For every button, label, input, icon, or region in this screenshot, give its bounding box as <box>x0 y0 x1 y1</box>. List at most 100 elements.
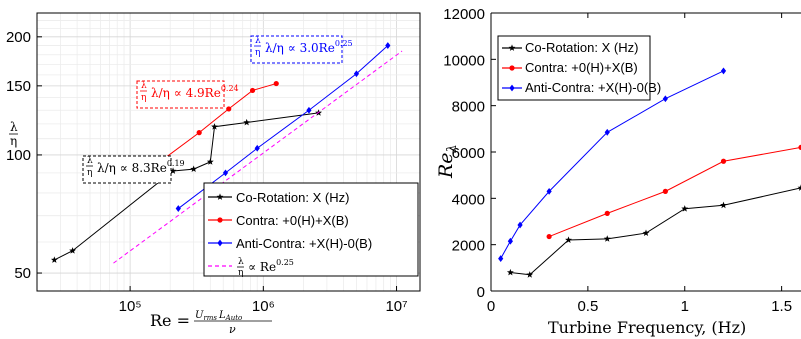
series-line <box>510 187 801 276</box>
annotation-contra-fit: λ η λ/η ∝ 4.9Re0.24 <box>136 80 239 109</box>
annotation-frac-num: λ <box>141 81 147 91</box>
annotation-frac-den: η <box>87 168 92 178</box>
y-tick-label: 12000 <box>443 6 485 23</box>
data-point <box>226 106 232 112</box>
data-point <box>604 210 610 216</box>
legend-text: ∝ Re0.25 <box>248 258 294 274</box>
data-point <box>385 42 391 49</box>
data-point <box>798 144 801 150</box>
annotation-text: λ/η ∝ 4.9Re0.24 <box>151 84 239 100</box>
data-point <box>603 235 611 242</box>
annotation-prefix: λ/η ∝ 8.3Re <box>97 161 167 175</box>
left-y-axis-label: λ η <box>9 120 18 148</box>
x-tick-label: 10⁶ <box>252 298 275 315</box>
data-point <box>353 70 360 78</box>
y-tick-label: 100 <box>6 147 31 164</box>
left-legend: Co-Rotation: X (Hz) Contra: +0(H)+X(B) Ant… <box>203 182 419 278</box>
annotation-frac-den: η <box>141 93 146 103</box>
legend-frac-den: η <box>238 268 243 278</box>
legend-label: Co-Rotation: X (Hz) <box>525 40 638 55</box>
data-point <box>681 205 689 212</box>
data-point <box>642 229 650 236</box>
legend-prefix: ∝ Re <box>248 260 276 274</box>
data-point <box>249 87 256 94</box>
y-tick-label: 8000 <box>452 99 485 116</box>
legend-marker <box>509 84 515 92</box>
data-point <box>169 167 177 174</box>
series-line <box>113 50 403 264</box>
data-point <box>196 130 202 136</box>
data-point <box>517 221 523 229</box>
data-point <box>254 144 260 152</box>
left-ticks: 10⁵ 10⁶ 10⁷ 50 100 150 200 <box>6 29 408 315</box>
right-ticks: 0 0.5 1 1.5 0 2000 4000 6000 8000 10000 12000 <box>443 6 792 315</box>
legend-label: Contra: +0(H)+X(B) <box>236 213 349 228</box>
legend-marker <box>217 217 223 223</box>
annotation-text: λ/η ∝ 3.0Re0.25 <box>265 39 353 55</box>
legend-label: Anti-Contra: +X(H)-0(B) <box>236 236 372 251</box>
data-point <box>211 123 218 130</box>
right-series <box>498 67 801 278</box>
x-label-re: Re = <box>150 311 190 330</box>
data-point <box>604 128 610 136</box>
annotation-frac-num: λ <box>87 156 93 166</box>
legend-frac-num: λ <box>238 257 244 267</box>
annotation-frac-num: λ <box>255 36 261 46</box>
data-point <box>69 247 77 254</box>
x-tick-label: 10⁷ <box>385 298 407 315</box>
data-point <box>243 118 251 126</box>
data-point <box>175 205 181 212</box>
series-line <box>177 45 389 209</box>
annotation-prefix: λ/η ∝ 4.9Re <box>151 86 221 100</box>
data-point <box>546 233 552 240</box>
legend-exponent: 0.25 <box>276 258 294 267</box>
left-chart: 10⁵ 10⁶ 10⁷ 50 100 150 200 λ η λ/η ∝ 8.3Re0.19… <box>6 12 421 336</box>
legend-marker <box>508 44 516 51</box>
annotation-anti-contra-fit: λ η λ/η ∝ 3.0Re0.25 <box>250 35 353 64</box>
annotation-exponent: 0.24 <box>221 84 239 93</box>
y-tick-label: 50 <box>14 265 31 282</box>
legend-label: Contra: +0(H)+X(B) <box>525 60 638 75</box>
annotation-exponent: 0.19 <box>167 159 185 168</box>
data-point <box>50 256 58 263</box>
x-tick-label: 1 <box>681 298 689 315</box>
data-point <box>306 106 312 114</box>
right-x-axis-label: Turbine Frequency, (Hz) <box>548 318 746 337</box>
y-tick-label: 0 <box>477 284 485 301</box>
data-point <box>526 271 534 278</box>
y-tick-label: 6000 <box>452 145 485 162</box>
legend-label: Co-Rotation: X (Hz) <box>236 190 349 205</box>
legend-marker <box>216 193 224 200</box>
x-label-numerator: Urms LAuto <box>195 310 242 322</box>
data-point <box>546 187 552 195</box>
x-label-denominator: ν <box>229 323 236 336</box>
series-line <box>54 112 319 261</box>
data-point <box>507 237 513 245</box>
left-plot-frame <box>36 12 421 292</box>
data-point <box>506 268 514 276</box>
data-point <box>273 80 279 87</box>
data-point <box>662 95 668 103</box>
data-point <box>206 158 214 165</box>
data-point <box>797 184 801 191</box>
y-label-re-lambda: Reλ <box>435 144 460 179</box>
data-point <box>662 188 668 194</box>
annotation-prefix: λ/η ∝ 3.0Re <box>265 41 335 55</box>
data-point <box>565 236 572 243</box>
y-label-eta: η <box>10 134 17 148</box>
legend-marker <box>509 65 515 71</box>
right-chart: 0 0.5 1 1.5 0 2000 4000 6000 8000 10000 12000 Co-R… <box>435 6 801 337</box>
data-point <box>498 255 504 262</box>
x-tick-label: 10⁵ <box>119 298 142 315</box>
x-tick-label: 0.5 <box>577 298 598 315</box>
right-y-axis-label: Reλ <box>435 144 460 179</box>
data-point <box>720 158 727 164</box>
y-tick-label: 10000 <box>443 52 485 69</box>
right-legend: Co-Rotation: X (Hz) Contra: +0(H)+X(B) Ant… <box>497 35 661 101</box>
data-point <box>720 67 727 75</box>
annotation-co-rotation-fit: λ η λ/η ∝ 8.3Re0.19 <box>82 155 185 184</box>
legend-marker <box>217 239 223 247</box>
y-tick-label: 200 <box>6 29 31 46</box>
data-point <box>222 169 229 177</box>
